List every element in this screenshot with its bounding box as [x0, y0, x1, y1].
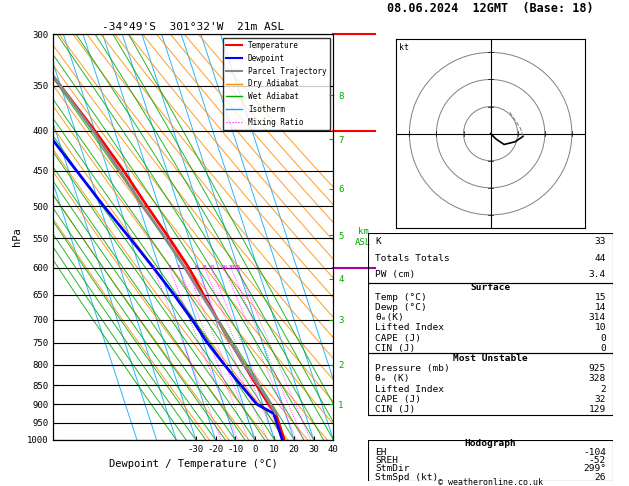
Text: 3: 3 — [177, 265, 181, 270]
Text: -52: -52 — [589, 456, 606, 465]
Text: SREH: SREH — [376, 456, 398, 465]
Text: 10: 10 — [207, 265, 214, 270]
Text: Most Unstable: Most Unstable — [454, 354, 528, 363]
Text: kt: kt — [399, 43, 409, 52]
Y-axis label: hPa: hPa — [11, 227, 21, 246]
Text: 8: 8 — [203, 265, 206, 270]
Title: -34°49'S  301°32'W  21m ASL: -34°49'S 301°32'W 21m ASL — [103, 22, 284, 32]
Text: Temp (°C): Temp (°C) — [376, 294, 427, 302]
Text: 3.4: 3.4 — [589, 270, 606, 279]
Text: 32: 32 — [594, 395, 606, 404]
Text: 328: 328 — [589, 374, 606, 383]
Text: 33: 33 — [594, 237, 606, 246]
Text: Pressure (mb): Pressure (mb) — [376, 364, 450, 373]
Text: PW (cm): PW (cm) — [376, 270, 416, 279]
Text: Totals Totals: Totals Totals — [376, 254, 450, 262]
Text: θₑ(K): θₑ(K) — [376, 313, 404, 323]
Text: 25: 25 — [234, 265, 242, 270]
Text: 20: 20 — [227, 265, 235, 270]
Text: Hodograph: Hodograph — [465, 439, 516, 449]
Text: 26: 26 — [594, 472, 606, 482]
Text: CAPE (J): CAPE (J) — [376, 395, 421, 404]
Text: 2: 2 — [600, 385, 606, 394]
Text: K: K — [376, 237, 381, 246]
Text: 0: 0 — [600, 333, 606, 343]
Text: -104: -104 — [583, 448, 606, 457]
Text: 08.06.2024  12GMT  (Base: 18): 08.06.2024 12GMT (Base: 18) — [387, 2, 594, 15]
Text: Dewp (°C): Dewp (°C) — [376, 303, 427, 312]
Text: CIN (J): CIN (J) — [376, 344, 416, 352]
Text: 6: 6 — [195, 265, 199, 270]
Text: StmDir: StmDir — [376, 464, 410, 473]
Text: CIN (J): CIN (J) — [376, 405, 416, 415]
Text: 14: 14 — [594, 303, 606, 312]
Text: 44: 44 — [594, 254, 606, 262]
Text: 15: 15 — [594, 294, 606, 302]
Text: © weatheronline.co.uk: © weatheronline.co.uk — [438, 478, 543, 486]
Text: Surface: Surface — [470, 283, 511, 293]
Text: Lifted Index: Lifted Index — [376, 324, 444, 332]
Text: 0: 0 — [600, 344, 606, 352]
Text: 314: 314 — [589, 313, 606, 323]
Text: StmSpd (kt): StmSpd (kt) — [376, 472, 438, 482]
Text: 1: 1 — [152, 265, 155, 270]
Legend: Temperature, Dewpoint, Parcel Trajectory, Dry Adiabat, Wet Adiabat, Isotherm, Mi: Temperature, Dewpoint, Parcel Trajectory… — [223, 38, 330, 130]
Text: 925: 925 — [589, 364, 606, 373]
Text: θₑ (K): θₑ (K) — [376, 374, 410, 383]
Y-axis label: km
ASL: km ASL — [355, 227, 371, 246]
Text: 10: 10 — [594, 324, 606, 332]
Text: 16: 16 — [221, 265, 228, 270]
Text: EH: EH — [376, 448, 387, 457]
Text: CAPE (J): CAPE (J) — [376, 333, 421, 343]
Text: 4: 4 — [184, 265, 188, 270]
Text: 2: 2 — [167, 265, 171, 270]
Text: 129: 129 — [589, 405, 606, 415]
X-axis label: Dewpoint / Temperature (°C): Dewpoint / Temperature (°C) — [109, 459, 278, 469]
Text: Lifted Index: Lifted Index — [376, 385, 444, 394]
Text: 299°: 299° — [583, 464, 606, 473]
